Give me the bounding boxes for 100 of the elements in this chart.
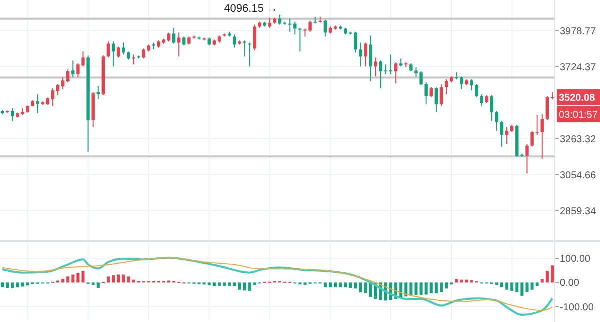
bar bbox=[208, 282, 211, 286]
bar bbox=[96, 282, 100, 288]
bar bbox=[495, 282, 498, 286]
bar bbox=[440, 282, 443, 292]
bar bbox=[21, 282, 24, 287]
bar bbox=[26, 282, 30, 286]
bar bbox=[127, 276, 130, 283]
candlestick bbox=[66, 69, 70, 84]
bar bbox=[92, 282, 95, 286]
candlestick bbox=[440, 84, 444, 107]
bar bbox=[506, 282, 509, 290]
candlestick bbox=[430, 86, 433, 98]
candlestick bbox=[500, 120, 504, 148]
bar bbox=[233, 282, 236, 286]
y-tick-label: -100.00 bbox=[560, 302, 594, 314]
candlestick bbox=[495, 110, 499, 132]
candlestick bbox=[268, 17, 272, 28]
bar bbox=[248, 282, 252, 292]
candlestick bbox=[526, 144, 529, 174]
candlestick bbox=[480, 94, 484, 107]
candlestick bbox=[369, 35, 372, 82]
candlestick bbox=[324, 19, 328, 38]
candlestick bbox=[475, 84, 478, 98]
candlestick bbox=[546, 96, 550, 121]
bar bbox=[117, 274, 120, 283]
bar bbox=[364, 282, 368, 294]
y-tick-label: 0.00 bbox=[560, 278, 580, 290]
candlestick bbox=[394, 62, 398, 84]
candlestick bbox=[389, 54, 393, 75]
candlestick bbox=[51, 88, 55, 107]
bar bbox=[420, 282, 423, 296]
candlestick bbox=[106, 41, 110, 58]
bar bbox=[546, 271, 549, 283]
y-tick-label: 3054.66 bbox=[560, 170, 597, 182]
bar bbox=[540, 279, 544, 283]
bar bbox=[536, 282, 539, 286]
candlestick bbox=[379, 60, 383, 89]
bar bbox=[414, 282, 418, 296]
bar bbox=[223, 282, 226, 286]
candlestick bbox=[298, 27, 302, 52]
bar bbox=[526, 282, 529, 292]
bar bbox=[424, 282, 428, 295]
candlestick bbox=[36, 94, 40, 114]
bar bbox=[16, 282, 20, 288]
bar bbox=[445, 282, 448, 289]
candlestick bbox=[470, 79, 474, 91]
y-tick-label: 2859.34 bbox=[560, 206, 597, 218]
bar bbox=[76, 273, 80, 283]
bar bbox=[6, 282, 10, 288]
text: 3520.08 bbox=[559, 93, 596, 104]
bar bbox=[122, 274, 126, 283]
candlestick bbox=[278, 14, 282, 26]
bar bbox=[455, 279, 458, 283]
y-tick-label: 3263.32 bbox=[560, 134, 597, 146]
bar bbox=[106, 276, 110, 283]
annotation: 4096.15 → bbox=[224, 2, 278, 15]
bar bbox=[354, 282, 358, 289]
candlestick bbox=[460, 76, 464, 90]
bar bbox=[82, 271, 85, 283]
candlestick bbox=[294, 21, 297, 36]
bar bbox=[238, 282, 242, 290]
bar bbox=[112, 275, 116, 283]
bar bbox=[430, 282, 433, 294]
candlestick bbox=[364, 42, 368, 68]
bar bbox=[66, 276, 70, 283]
candlestick bbox=[384, 64, 388, 75]
candlestick bbox=[61, 76, 65, 90]
bar bbox=[253, 282, 256, 286]
candlestick bbox=[11, 108, 14, 122]
candlestick bbox=[116, 46, 120, 58]
bar bbox=[530, 282, 534, 290]
candlestick bbox=[374, 57, 378, 78]
candlestick bbox=[233, 34, 236, 48]
bar bbox=[72, 274, 75, 283]
bar bbox=[349, 282, 352, 288]
bar bbox=[11, 282, 14, 288]
bar bbox=[344, 282, 348, 288]
y-tick-label: 100.00 bbox=[560, 254, 592, 266]
bar bbox=[334, 282, 338, 288]
bar bbox=[434, 282, 438, 294]
bar bbox=[410, 282, 413, 296]
candlestick bbox=[122, 42, 126, 56]
candlestick bbox=[56, 84, 60, 96]
bar bbox=[304, 282, 307, 286]
candlestick bbox=[434, 86, 438, 113]
bar bbox=[500, 282, 504, 288]
text: 03:01:57 bbox=[559, 110, 598, 122]
bar bbox=[359, 282, 362, 293]
candlestick bbox=[444, 79, 448, 95]
candlestick bbox=[96, 86, 100, 100]
candlestick bbox=[172, 27, 176, 44]
bar bbox=[510, 282, 514, 292]
bar bbox=[328, 282, 332, 288]
candlestick bbox=[253, 24, 256, 52]
bar bbox=[1, 282, 4, 288]
bar bbox=[228, 282, 232, 286]
candlestick bbox=[132, 54, 136, 66]
candlestick bbox=[178, 32, 181, 58]
bar bbox=[339, 282, 342, 288]
bar bbox=[218, 282, 221, 286]
